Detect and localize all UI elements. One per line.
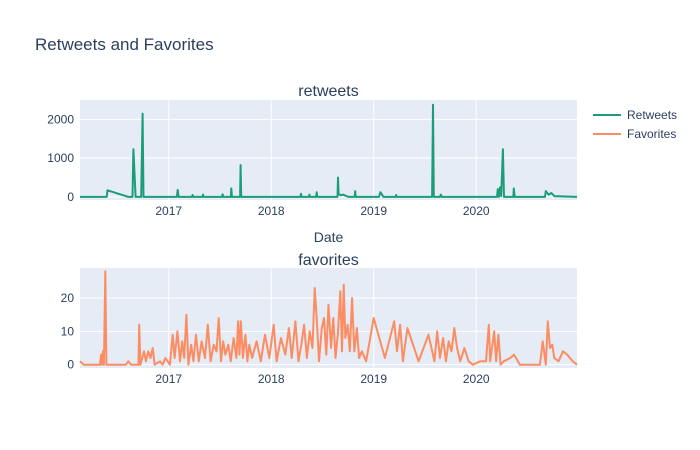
retweets-series-line bbox=[80, 103, 578, 198]
retweets-x-tick-label: 2019 bbox=[360, 204, 387, 218]
retweets-subplot-title: retweets bbox=[298, 83, 358, 100]
favorites-series bbox=[79, 270, 578, 366]
retweets-x-tick-label: 2017 bbox=[155, 204, 182, 218]
retweets-y-tick-label: 0 bbox=[67, 190, 74, 204]
legend[interactable]: Retweets Favorites bbox=[593, 108, 677, 141]
retweets-y-tick-label: 2000 bbox=[47, 112, 74, 126]
favorites-x-tick-label: 2017 bbox=[155, 372, 182, 386]
retweets-subplot: retweets Date 0 1000 2000 2017 2018 2019 2020 bbox=[47, 83, 578, 245]
favorites-x-tick-label: 2020 bbox=[463, 372, 490, 386]
retweets-y-tick-label: 1000 bbox=[47, 151, 74, 165]
legend-label-favorites: Favorites bbox=[627, 127, 676, 141]
favorites-x-tick-label: 2018 bbox=[258, 372, 285, 386]
legend-label-retweets: Retweets bbox=[627, 108, 677, 122]
retweets-plot-area bbox=[80, 100, 577, 200]
favorites-y-tick-label: 10 bbox=[61, 324, 75, 338]
favorites-y-tick-label: 20 bbox=[61, 291, 75, 305]
legend-item-retweets[interactable]: Retweets bbox=[593, 108, 677, 122]
x-axis-label: Date bbox=[314, 229, 344, 245]
favorites-gridlines bbox=[80, 268, 577, 368]
legend-item-favorites[interactable]: Favorites bbox=[593, 127, 676, 141]
favorites-x-tick-label: 2019 bbox=[360, 372, 387, 386]
favorites-y-tick-label: 0 bbox=[67, 358, 74, 372]
favorites-subplot: favorites 0 10 20 2017 2018 2019 2020 bbox=[61, 252, 578, 386]
favorites-series-line bbox=[79, 270, 578, 366]
favorites-subplot-title: favorites bbox=[298, 252, 358, 269]
figure-title: Retweets and Favorites bbox=[35, 35, 214, 54]
retweets-series bbox=[80, 103, 578, 198]
retweets-x-tick-label: 2018 bbox=[258, 204, 285, 218]
retweets-x-tick-label: 2020 bbox=[463, 204, 490, 218]
